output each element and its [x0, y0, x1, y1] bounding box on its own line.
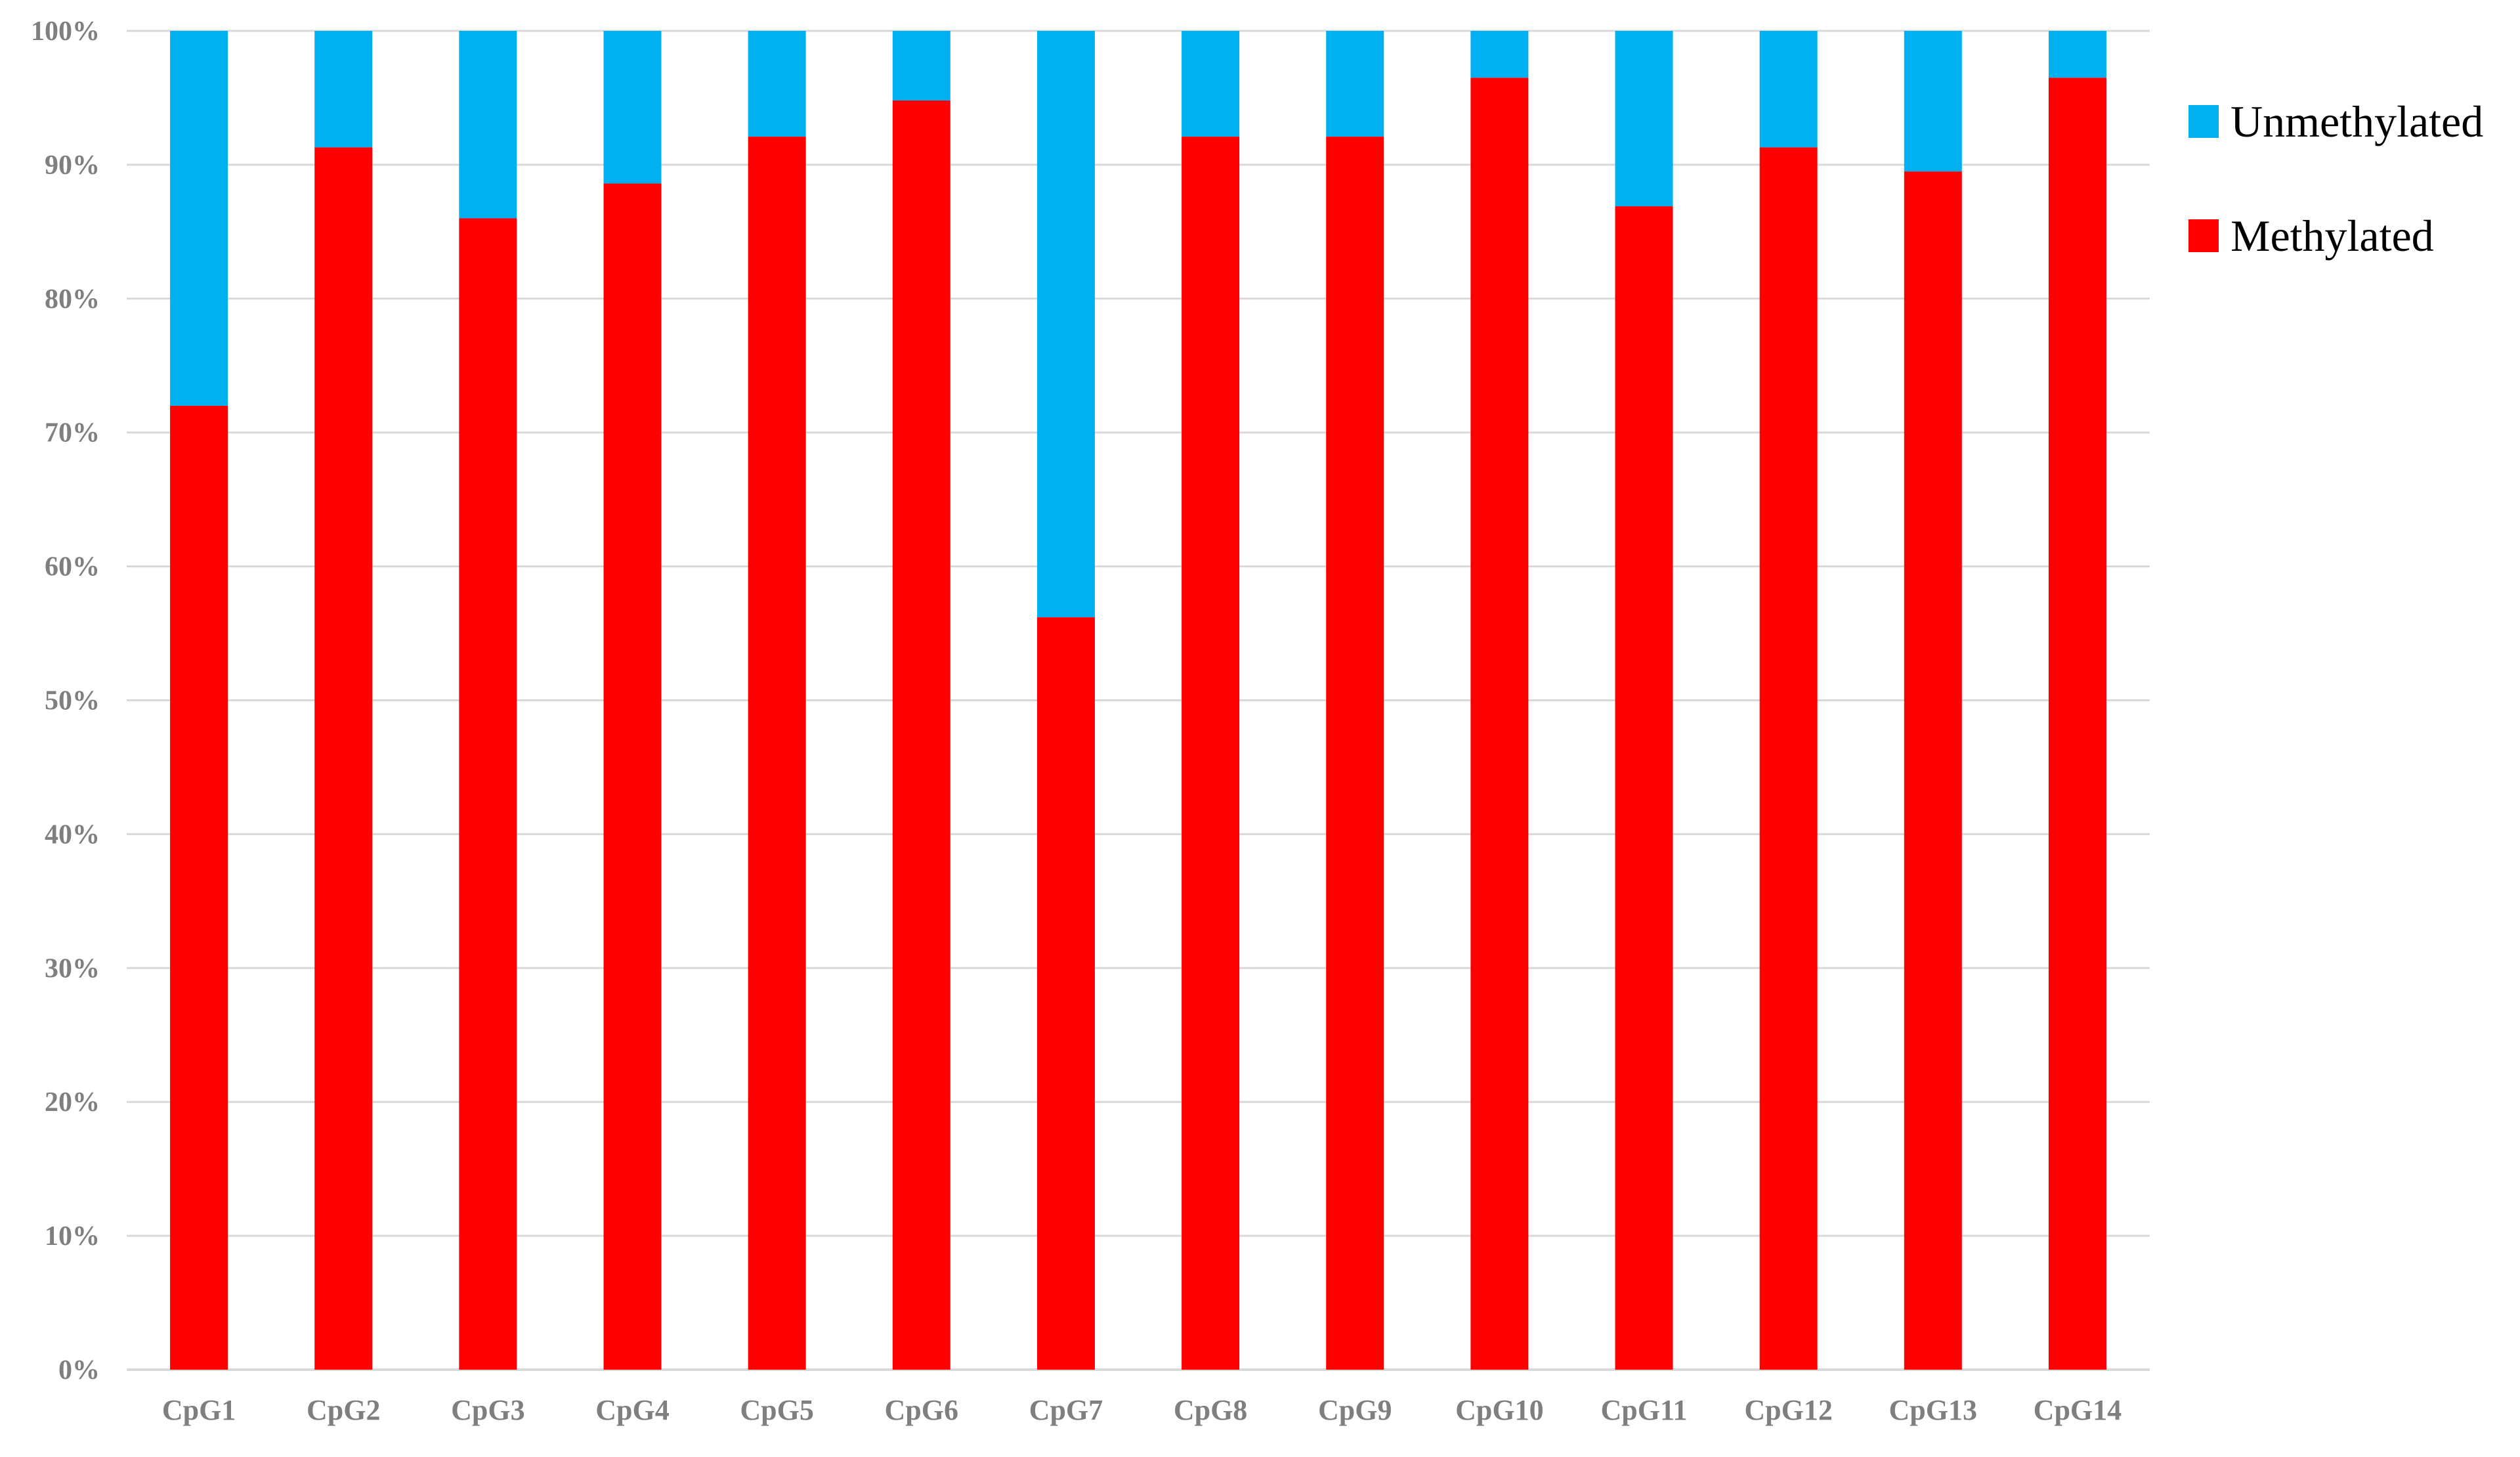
y-tick-label: 80%: [45, 284, 100, 315]
y-tick-label: 90%: [45, 150, 100, 181]
legend-swatch-methylated: [2189, 219, 2219, 252]
bar-segment-methylated: [1470, 77, 1529, 1370]
x-tick-label: CpG7: [1029, 1394, 1103, 1426]
x-tick-label: CpG2: [307, 1394, 380, 1426]
x-tick-label: CpG12: [1744, 1394, 1832, 1426]
y-tick-label: 40%: [45, 819, 100, 850]
y-tick-label: 100%: [31, 16, 100, 47]
legend-label-methylated: Methylated: [2231, 211, 2434, 261]
legend-label-unmethylated: Unmethylated: [2231, 97, 2483, 146]
bar-segment-unmethylated: [1036, 31, 1095, 618]
y-tick-label: 20%: [45, 1087, 100, 1118]
y-tick-label: 50%: [45, 686, 100, 716]
bar-segment-unmethylated: [1759, 31, 1818, 148]
x-tick-label: CpG5: [740, 1394, 813, 1426]
y-axis-tick-labels: 0% 10% 20% 30% 40% 50% 60% 70% 80% 90% 100%: [31, 16, 100, 1385]
bar-segment-methylated: [314, 147, 373, 1370]
bar-segment-methylated: [1182, 137, 1240, 1370]
bar-segment-unmethylated: [748, 31, 806, 137]
x-tick-label: CpG8: [1174, 1394, 1247, 1426]
bars: [170, 31, 2106, 1370]
bar-segment-unmethylated: [314, 31, 373, 148]
bar-segment-methylated: [1759, 147, 1818, 1370]
x-tick-label: CpG1: [162, 1394, 236, 1426]
bar-segment-methylated: [892, 100, 950, 1370]
bar-segment-unmethylated: [1470, 31, 1529, 78]
bar-segment-unmethylated: [1182, 31, 1240, 137]
y-tick-label: 60%: [45, 552, 100, 582]
x-tick-label: CpG6: [885, 1394, 958, 1426]
bar-segment-methylated: [1615, 206, 1673, 1370]
bar-segment-methylated: [603, 183, 662, 1370]
x-tick-label: CpG4: [595, 1394, 669, 1426]
legend-swatch-unmethylated: [2189, 105, 2219, 138]
bar-segment-methylated: [748, 137, 806, 1370]
x-tick-label: CpG9: [1318, 1394, 1392, 1426]
bar-segment-unmethylated: [170, 31, 228, 406]
bar-segment-methylated: [170, 405, 228, 1370]
bar-segment-unmethylated: [1615, 31, 1673, 207]
x-axis-tick-labels: CpG1 CpG2 CpG3 CpG4 CpG5 CpG6 CpG7 CpG8 CpG9 CpG1…: [162, 1394, 2122, 1426]
x-tick-label: CpG13: [1889, 1394, 1977, 1426]
x-tick-label: CpG10: [1455, 1394, 1543, 1426]
bar-segment-methylated: [1326, 137, 1384, 1370]
bar-segment-methylated: [1904, 171, 1962, 1370]
bar-segment-methylated: [2048, 77, 2106, 1370]
legend: Unmethylated Methylated: [2189, 97, 2483, 261]
bar-segment-unmethylated: [459, 31, 517, 219]
x-tick-label: CpG14: [2034, 1394, 2122, 1426]
bar-segment-unmethylated: [892, 31, 950, 101]
y-tick-label: 10%: [45, 1221, 100, 1251]
bar-segment-unmethylated: [1904, 31, 1962, 172]
y-tick-label: 70%: [45, 418, 100, 448]
bar-segment-methylated: [1036, 617, 1095, 1370]
y-tick-label: 0%: [58, 1355, 100, 1385]
x-tick-label: CpG11: [1600, 1394, 1687, 1426]
bar-segment-unmethylated: [1326, 31, 1384, 137]
bar-segment-unmethylated: [2048, 31, 2106, 78]
y-tick-label: 30%: [45, 953, 100, 984]
x-tick-label: CpG3: [451, 1394, 524, 1426]
bar-segment-methylated: [459, 218, 517, 1370]
gridlines: [127, 30, 2150, 1371]
bar-segment-unmethylated: [603, 31, 662, 184]
